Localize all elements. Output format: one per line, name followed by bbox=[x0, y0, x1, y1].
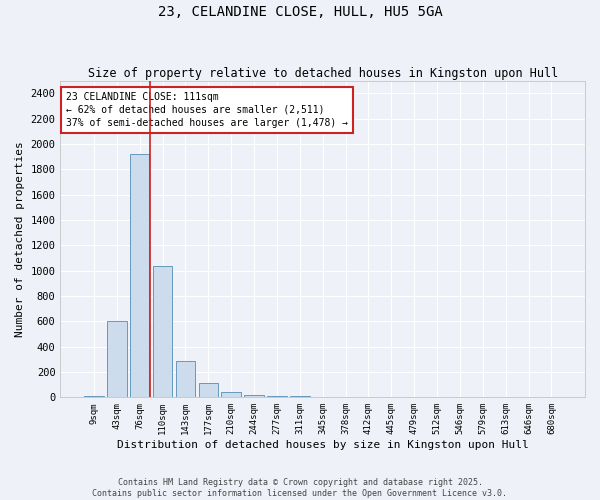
Title: Size of property relative to detached houses in Kingston upon Hull: Size of property relative to detached ho… bbox=[88, 66, 558, 80]
Bar bbox=[313, 396, 332, 398]
Bar bbox=[221, 392, 241, 398]
Bar bbox=[153, 266, 172, 398]
X-axis label: Distribution of detached houses by size in Kingston upon Hull: Distribution of detached houses by size … bbox=[117, 440, 529, 450]
Bar bbox=[244, 395, 264, 398]
Bar bbox=[267, 396, 287, 398]
Bar bbox=[84, 396, 104, 398]
Y-axis label: Number of detached properties: Number of detached properties bbox=[15, 141, 25, 337]
Text: 23 CELANDINE CLOSE: 111sqm
← 62% of detached houses are smaller (2,511)
37% of s: 23 CELANDINE CLOSE: 111sqm ← 62% of deta… bbox=[65, 92, 347, 128]
Bar bbox=[290, 396, 310, 398]
Bar bbox=[130, 154, 149, 398]
Bar bbox=[176, 360, 195, 398]
Bar bbox=[107, 322, 127, 398]
Bar bbox=[199, 384, 218, 398]
Text: 23, CELANDINE CLOSE, HULL, HU5 5GA: 23, CELANDINE CLOSE, HULL, HU5 5GA bbox=[158, 5, 442, 19]
Text: Contains HM Land Registry data © Crown copyright and database right 2025.
Contai: Contains HM Land Registry data © Crown c… bbox=[92, 478, 508, 498]
